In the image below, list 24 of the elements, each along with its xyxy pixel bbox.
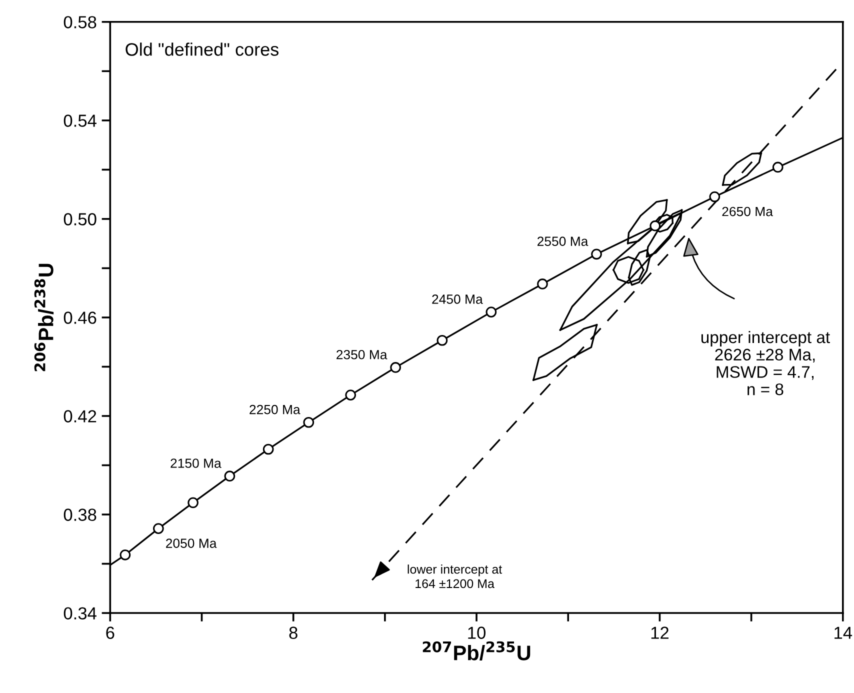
y-tick-label: 0.38 [64,508,96,521]
annotation: 2650 Ma [722,206,773,216]
text: Old "defined" cores [126,42,279,56]
y-tick-label: 0.34 [64,607,96,620]
annotation: 2450 Ma [432,294,483,304]
x-tick-label: 6 [106,626,114,639]
annotation: 2150 Ma [170,458,222,468]
x-tick-label: 8 [289,626,298,639]
annotation: 2250 Ma [250,404,300,414]
annotation: lower intercept at 164 ±1200 Ma [408,564,502,588]
annotation: 2550 Ma [538,236,588,246]
x-tick-label: 14 [834,626,852,639]
y-tick-label: 0.50 [64,213,96,226]
annotation: 2050 Ma [166,538,217,548]
y-tick-label: 0.46 [64,312,96,324]
y-tick-label: 0.58 [64,16,96,28]
x-axis-title: $^{207}$Pb/$^{235}$U [422,641,530,661]
x-tick-label: 10 [468,626,486,639]
x-tick-label: 12 [651,626,668,639]
y-tick-label: 0.42 [64,410,96,422]
y-tick-label: 0.54 [64,114,96,127]
y-axis-title: $^{206}$Pb/$^{238}$U [34,264,54,372]
annotation: 2350 Ma [336,350,388,360]
annotation: upper intercept at 2626 ±28 Ma, MSWD = 4.7, n = 8 [701,330,830,396]
